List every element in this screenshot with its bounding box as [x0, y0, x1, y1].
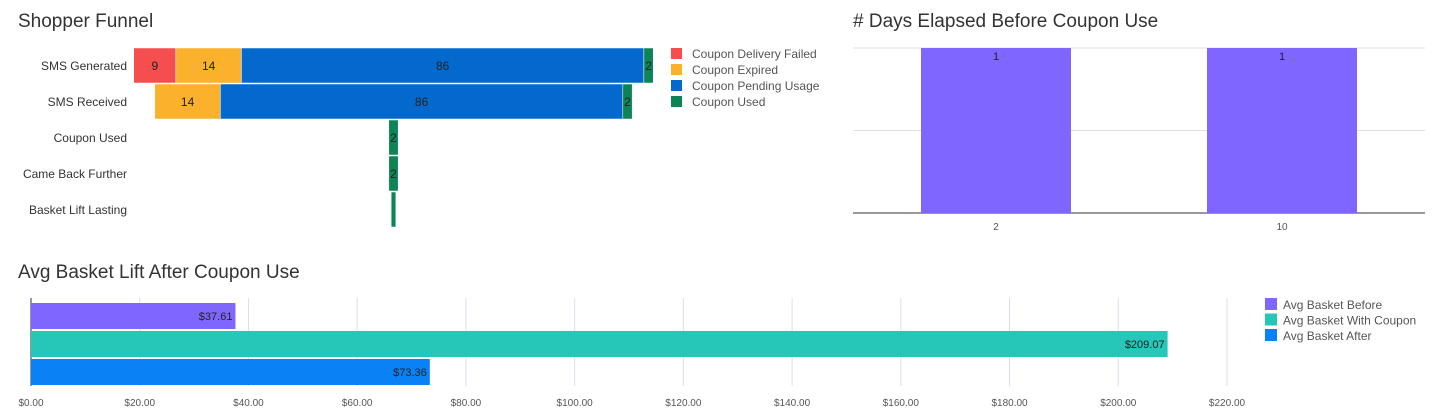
legend-label: Coupon Used [692, 95, 765, 109]
legend-label: Avg Basket With Coupon [1283, 314, 1416, 328]
legend-swatch [671, 80, 682, 91]
basket-x-tick: $140.00 [774, 398, 811, 409]
funnel-data-label: 14 [202, 59, 216, 73]
basket-x-tick: $120.00 [665, 398, 702, 409]
basket-x-tick: $200.00 [1100, 398, 1137, 409]
funnel-data-label: 2 [390, 167, 397, 181]
funnel-bar-segment [643, 47, 654, 84]
basket-x-tick: $40.00 [233, 398, 264, 409]
funnel-bar-segment [241, 47, 645, 84]
days-data-label: 1 [993, 51, 999, 63]
basket-data-label: $37.61 [199, 311, 233, 323]
legend-swatch [671, 64, 682, 75]
funnel-category-label: SMS Received [48, 95, 127, 109]
basket-x-tick: $0.00 [18, 398, 43, 409]
legend-label: Coupon Expired [692, 63, 778, 77]
basket-x-tick: $80.00 [451, 398, 482, 409]
funnel-bar-segment [175, 47, 242, 84]
funnel-category-label: Basket Lift Lasting [29, 203, 127, 217]
basket-chart-title: Avg Basket Lift After Coupon Use [18, 262, 300, 283]
basket-x-tick: $180.00 [991, 398, 1028, 409]
funnel-data-label: 14 [181, 95, 195, 109]
basket-x-tick: $100.00 [557, 398, 594, 409]
days-chart-title: # Days Elapsed Before Coupon Use [853, 11, 1159, 32]
legend-swatch [671, 48, 682, 59]
basket-x-tick: $160.00 [883, 398, 920, 409]
funnel-category-label: Came Back Further [23, 167, 127, 181]
funnel-data-label: 2 [645, 59, 652, 73]
funnel-bar-segment [133, 47, 177, 84]
days-x-tick: 2 [993, 222, 999, 233]
legend-label: Coupon Pending Usage [692, 79, 820, 93]
funnel-bar-segment [388, 155, 399, 192]
funnel-data-label: 9 [151, 59, 158, 73]
legend-swatch [1265, 298, 1277, 310]
days-bar [1207, 48, 1357, 213]
basket-bar [31, 359, 430, 385]
funnel-category-label: SMS Generated [41, 59, 127, 73]
funnel-data-label: 2 [390, 131, 397, 145]
basket-x-tick: $60.00 [342, 398, 373, 409]
funnel-data-label: 86 [436, 59, 450, 73]
legend-swatch [671, 96, 682, 107]
basket-data-label: $73.36 [393, 367, 427, 379]
funnel-title: Shopper Funnel [18, 11, 154, 32]
funnel-data-label: 86 [415, 95, 429, 109]
funnel-bar-segment [622, 83, 633, 120]
funnel-bar-segment [220, 83, 624, 120]
days-x-tick: 10 [1276, 222, 1288, 233]
funnel-category-label: Coupon Used [54, 131, 127, 145]
legend-swatch [1265, 329, 1277, 341]
funnel-bar-segment [390, 191, 397, 228]
funnel-bar-segment [388, 119, 399, 156]
legend-label: Coupon Delivery Failed [692, 47, 817, 61]
funnel-bar-segment [154, 83, 221, 120]
basket-x-tick: $20.00 [124, 398, 155, 409]
basket-data-label: $209.07 [1125, 339, 1165, 351]
basket-x-tick: $220.00 [1209, 398, 1246, 409]
legend-label: Avg Basket Before [1283, 298, 1382, 312]
days-bar [921, 48, 1071, 213]
basket-bar [31, 331, 1168, 357]
days-data-label: 1 [1279, 51, 1285, 63]
basket-bar [31, 303, 236, 329]
funnel-data-label: 2 [624, 95, 631, 109]
legend-swatch [1265, 313, 1277, 326]
legend-label: Avg Basket After [1283, 329, 1372, 343]
